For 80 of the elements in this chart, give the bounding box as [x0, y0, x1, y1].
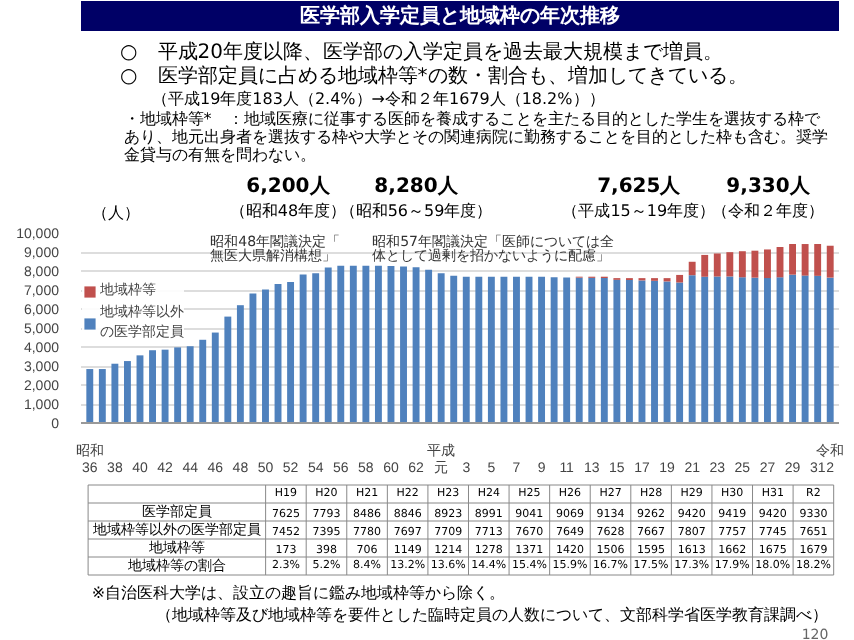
- bar: [801, 244, 809, 276]
- bar: [613, 279, 621, 423]
- bar: [412, 267, 420, 423]
- bar: [312, 273, 320, 423]
- bar: [450, 275, 458, 423]
- text: （平成19年度183人（2.4%）→令和２年1679人（18.2%））: [152, 90, 605, 108]
- bar: [475, 276, 483, 423]
- bar: [324, 267, 332, 423]
- bar: [801, 275, 809, 423]
- bar: [123, 361, 131, 423]
- text: 6,200人: [246, 174, 332, 198]
- bar: [374, 265, 382, 423]
- bar: [174, 347, 182, 423]
- text: ○ 医学部定員に占める地域枠等*の数・割合も、増加してきている。: [120, 64, 748, 88]
- bar: [688, 261, 696, 276]
- bar: [500, 276, 508, 423]
- bar: [287, 282, 295, 423]
- text: ・地域枠等* ：地域医療に従事する医師を養成することを主たる目的とした学生を選抜する枠であり、地元出身者を選抜する枠や大学とその関連病院に勤務することを目的とした枠も含む。奨学金貸与の有無を問わない。: [123, 110, 828, 164]
- bar: [726, 276, 734, 423]
- bar: [676, 274, 684, 283]
- bar: [199, 339, 207, 423]
- bar: [826, 277, 834, 423]
- bar: [400, 266, 407, 423]
- bar: [663, 281, 671, 423]
- bar: [513, 276, 520, 423]
- bar: [249, 293, 257, 423]
- text: 9,330人: [726, 174, 812, 198]
- bar: [738, 277, 746, 423]
- bar: [575, 277, 583, 423]
- bar: [738, 251, 746, 278]
- text: 8,280人: [374, 174, 460, 198]
- bar: [161, 349, 169, 423]
- bar: [425, 269, 433, 423]
- text: ○ 平成20年度以降、医学部の入学定員を過去最大規模まで増員。: [120, 40, 723, 64]
- bar: [186, 346, 194, 423]
- bar: [487, 276, 495, 423]
- bar: [236, 305, 244, 423]
- bar: [625, 280, 633, 423]
- bar: [224, 316, 232, 423]
- bar: [538, 276, 546, 423]
- bar: [563, 277, 571, 423]
- bar: [764, 278, 771, 423]
- bar: [726, 252, 734, 277]
- chart-title: 医学部入学定員と地域枠の年次推移: [300, 4, 620, 28]
- bar: [262, 289, 269, 423]
- bar: [789, 244, 797, 275]
- bar: [814, 275, 822, 423]
- bar: [814, 244, 822, 276]
- bar: [826, 245, 834, 278]
- bar: [600, 278, 608, 423]
- bar: [751, 250, 759, 278]
- bar: [462, 276, 470, 423]
- y-axis-title: （人）: [91, 204, 140, 222]
- bar: [676, 282, 684, 423]
- text: 7,625人: [597, 174, 683, 198]
- bar: [86, 369, 94, 423]
- bar: [211, 332, 219, 423]
- text: （平成15～19年度）: [562, 202, 716, 220]
- bar: [349, 265, 357, 423]
- bar: [651, 280, 658, 423]
- bar: [149, 350, 156, 423]
- text: ※自治医科大学は、設立の趣旨に鑑み地域枠等から除く。: [91, 584, 506, 602]
- bar: [789, 274, 797, 423]
- bar: [362, 265, 370, 423]
- bar: [688, 275, 696, 423]
- bar: [588, 277, 596, 423]
- bar: [111, 363, 119, 423]
- bar: [713, 253, 721, 277]
- bar: [299, 274, 307, 423]
- bar: [701, 254, 709, 277]
- bar: [437, 273, 445, 423]
- text: （令和２年度）: [711, 202, 824, 220]
- bar: [701, 276, 709, 423]
- bar: [751, 277, 759, 423]
- bar: [713, 276, 721, 423]
- bar: [98, 369, 106, 423]
- bar: [337, 265, 345, 423]
- bar: [764, 249, 771, 279]
- text: （地域枠等及び地域枠等を要件とした臨時定員の人数について、文部科学省医学教育課調べ）: [156, 606, 829, 624]
- bar: [550, 277, 558, 423]
